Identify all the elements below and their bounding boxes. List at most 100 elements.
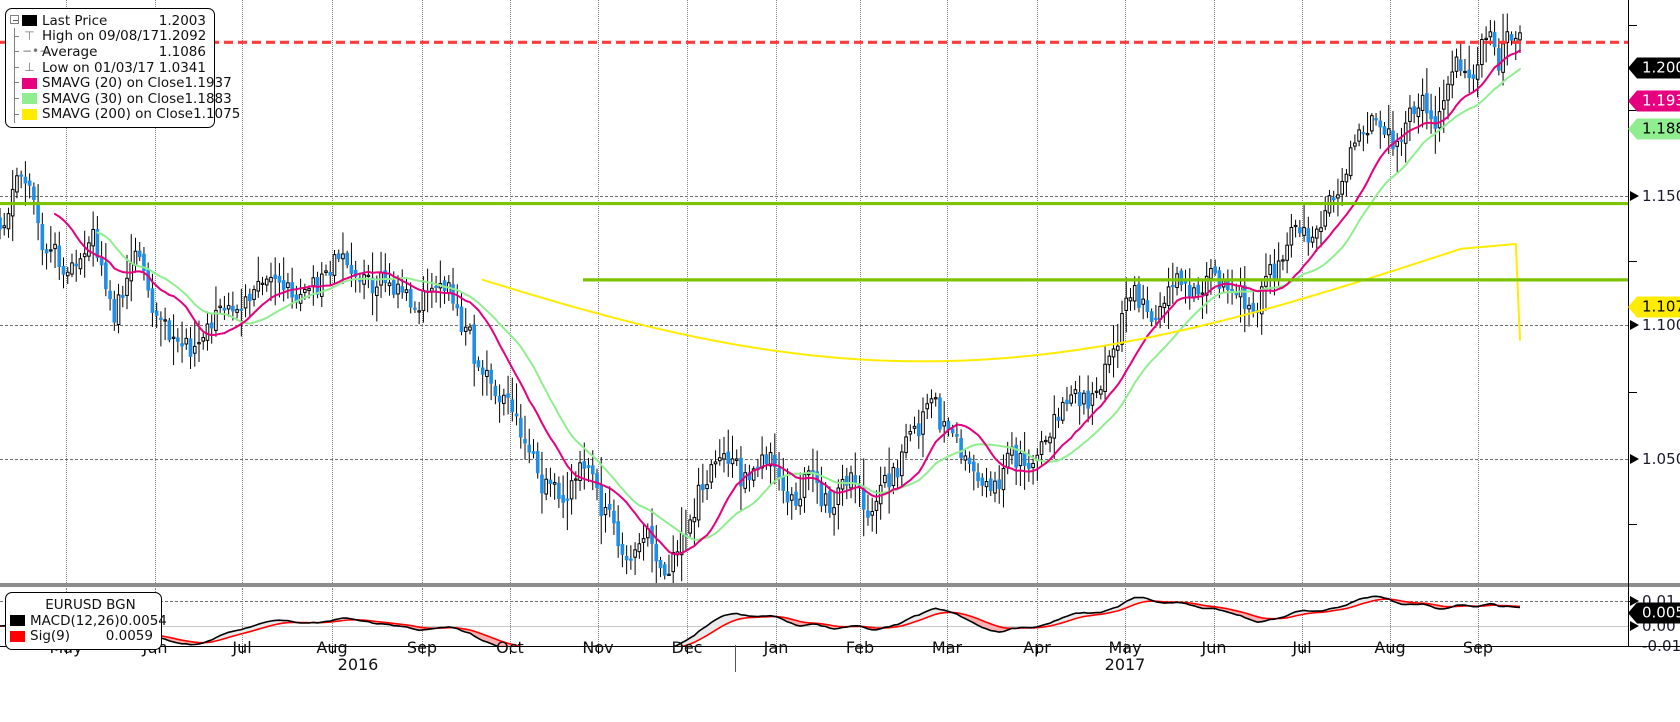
legend-row-low[interactable]: ⊥ Low on 01/03/17 1.0341 [10, 58, 206, 76]
legend-row-smavg30[interactable]: SMAVG (30) on Close 1.1883 [10, 89, 232, 108]
x-axis-month-label: Aug [1374, 638, 1406, 657]
price-axis-tick-arrow [1630, 320, 1639, 330]
gridline-vertical [422, 588, 423, 646]
legend-row-high[interactable]: ⊤ High on 09/08/17 1.2092 [10, 27, 206, 45]
legend-label: SMAVG (30) on Close [42, 90, 185, 107]
macd-legend-title: EURUSD BGN [45, 597, 136, 613]
x-axis-tick [1214, 646, 1215, 654]
gridline-vertical [1037, 0, 1038, 585]
gridline-vertical [242, 0, 243, 585]
legend-value: 1.1937 [184, 75, 232, 92]
candlestick-series [0, 13, 1522, 585]
price-axis-spine [1628, 0, 1629, 646]
macd-series-plot [0, 595, 1521, 646]
x-axis-tick [1125, 646, 1126, 654]
legend-row-last-price[interactable]: Last Price 1.2003 [10, 13, 206, 29]
x-axis-tick [860, 646, 861, 654]
legend-value: 1.2003 [158, 12, 206, 29]
gridline-vertical [1037, 588, 1038, 646]
smavg200-line [481, 243, 1521, 363]
x-axis-month-label: Jul [232, 638, 252, 657]
x-axis-tick [422, 646, 423, 654]
smavg20-line [54, 49, 1521, 556]
price-axis-value-tag[interactable]: 1.1937 [1628, 90, 1680, 112]
x-axis-tick [242, 646, 243, 654]
gridline-vertical [860, 588, 861, 646]
gridline-vertical [155, 0, 156, 585]
price-axis-tick-label: 1.1500 [1642, 187, 1680, 205]
axis-tick [1628, 110, 1637, 111]
color-swatch-icon [10, 615, 25, 627]
gridline-vertical [332, 0, 333, 585]
legend-row-signal[interactable]: Sig(9) 0.0059 [10, 628, 153, 645]
macd-line [0, 595, 1521, 646]
x-axis-line [0, 646, 1680, 647]
gridline-vertical [776, 0, 777, 585]
gridline-vertical [947, 0, 948, 585]
legend-row-smavg200[interactable]: SMAVG (200) on Close 1.1075 [10, 105, 240, 123]
x-axis-year-label: 2017 [1104, 655, 1146, 674]
x-axis-month-label: Oct [496, 638, 524, 657]
color-swatch-icon [22, 93, 37, 105]
average-marker-icon: −•− [22, 44, 50, 59]
panel-divider [0, 583, 1680, 587]
gridline-vertical [1214, 0, 1215, 585]
legend-row-average[interactable]: −•− Average 1.1086 [10, 43, 206, 61]
tree-branch-icon [10, 89, 22, 108]
x-axis-month-label: Jun [1201, 638, 1227, 657]
price-axis-value-tag[interactable]: 1.1883 [1628, 118, 1680, 140]
gridline-vertical [1390, 0, 1391, 585]
macd-legend-box[interactable]: EURUSD BGN MACD(12,26) 0.0054 Sig(9) 0.0… [5, 592, 167, 651]
x-axis-tick [1302, 646, 1303, 654]
gridline-vertical [1390, 588, 1391, 646]
macd-axis-tick-arrow [1630, 621, 1639, 631]
gridline-vertical [598, 0, 599, 585]
gridline-horizontal-1-1000 [0, 325, 1628, 326]
macd-axis-tick-arrow [1630, 596, 1639, 606]
x-axis-tick [1037, 646, 1038, 654]
macd-chart-panel[interactable] [0, 588, 1628, 646]
gridline-macd-0-00 [0, 626, 1628, 627]
legend-label: Last Price [42, 12, 108, 29]
x-axis-month-label: Feb [845, 638, 875, 657]
gridline-vertical [66, 0, 67, 585]
legend-value: 0.0059 [105, 628, 153, 645]
x-axis-year-label: 2016 [337, 655, 379, 674]
gridline-vertical [687, 588, 688, 646]
x-axis-tick [1390, 646, 1391, 654]
axis-tick [1628, 261, 1637, 262]
gridline-vertical [332, 588, 333, 646]
price-axis-value-tag[interactable]: 1.1075 [1628, 296, 1680, 318]
price-axis-tick-arrow [1630, 454, 1639, 464]
legend-row-smavg20[interactable]: SMAVG (20) on Close 1.1937 [10, 74, 232, 92]
price-chart-panel[interactable] [0, 0, 1628, 585]
gridline-vertical [1214, 588, 1215, 646]
high-marker-icon: ⊤ [24, 28, 35, 43]
year-boundary-tick [735, 645, 736, 672]
tree-branch-icon [10, 27, 22, 45]
gridline-vertical [510, 588, 511, 646]
expand-box-icon[interactable] [10, 13, 22, 29]
x-axis-month-label: Aug [316, 638, 348, 657]
legend-value: 0.0054 [119, 612, 167, 629]
x-axis-month-label: Jan [763, 638, 789, 657]
x-axis-tick [687, 646, 688, 654]
price-legend-box[interactable]: Last Price 1.2003 ⊤ High on 09/08/17 1.2… [5, 8, 240, 129]
axis-tick [1628, 25, 1637, 26]
color-swatch-icon [22, 15, 37, 27]
color-swatch-icon [10, 630, 25, 642]
legend-label: SMAVG (20) on Close [42, 75, 185, 92]
legend-row-macd[interactable]: MACD(12,26) 0.0054 [10, 613, 167, 629]
tree-branch-icon [10, 105, 22, 123]
x-axis-tick [776, 646, 777, 654]
price-axis-tick-label: 1.1000 [1642, 316, 1680, 334]
macd-axis-value-tag[interactable]: 0.0054 [1628, 602, 1680, 624]
legend-value: 1.1075 [193, 106, 241, 123]
x-axis-tick [947, 646, 948, 654]
x-axis-tick [510, 646, 511, 654]
gridline-horizontal-1-0500 [0, 459, 1628, 460]
price-axis-value-tag[interactable]: 1.2003 [1628, 57, 1680, 79]
x-axis-tick [598, 646, 599, 654]
gridline-vertical [598, 588, 599, 646]
tree-branch-icon [10, 43, 22, 61]
